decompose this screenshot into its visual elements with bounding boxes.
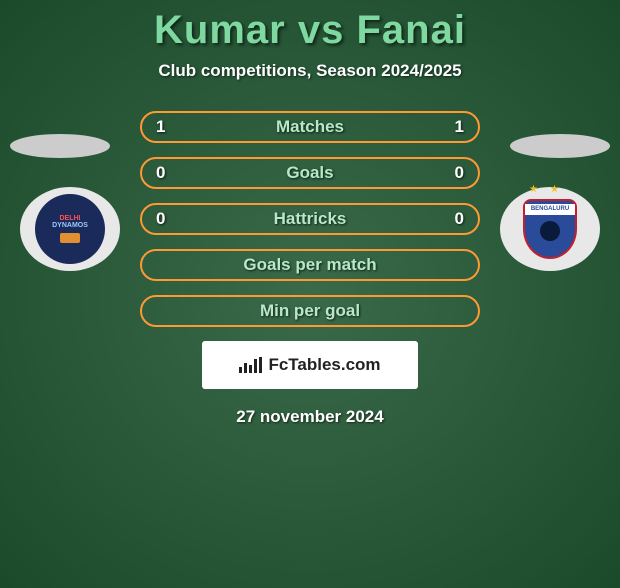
stat-right-value: 0 <box>455 163 464 183</box>
stat-row-matches: 1 Matches 1 <box>140 111 480 143</box>
stats-table: 1 Matches 1 0 Goals 0 0 Hattricks 0 Goal… <box>0 111 620 327</box>
branding-text: FcTables.com <box>268 355 380 375</box>
stat-row-hattricks: 0 Hattricks 0 <box>140 203 480 235</box>
subtitle: Club competitions, Season 2024/2025 <box>0 61 620 81</box>
page-title: Kumar vs Fanai <box>0 8 620 53</box>
stat-row-min-per-goal: Min per goal <box>140 295 480 327</box>
stat-right-value: 1 <box>455 117 464 137</box>
branding-box: FcTables.com <box>202 341 418 389</box>
stat-label: Min per goal <box>260 301 360 321</box>
date-text: 27 november 2024 <box>0 407 620 427</box>
chart-bars-icon <box>239 357 262 373</box>
stat-left-value: 0 <box>156 209 165 229</box>
stat-row-goals-per-match: Goals per match <box>140 249 480 281</box>
stat-left-value: 0 <box>156 163 165 183</box>
stat-right-value: 0 <box>455 209 464 229</box>
stat-label: Goals per match <box>243 255 376 275</box>
stat-left-value: 1 <box>156 117 165 137</box>
stat-label: Matches <box>276 117 344 137</box>
stat-row-goals: 0 Goals 0 <box>140 157 480 189</box>
stat-label: Goals <box>286 163 333 183</box>
stat-label: Hattricks <box>274 209 347 229</box>
